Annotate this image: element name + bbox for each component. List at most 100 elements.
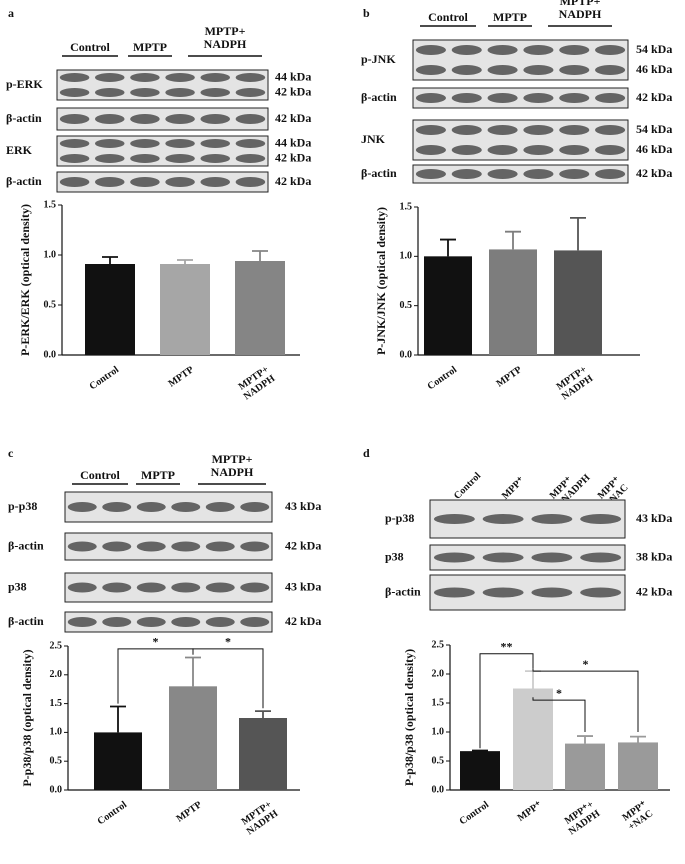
band (523, 45, 554, 55)
band (94, 177, 125, 187)
band (67, 502, 97, 512)
error-bar (185, 656, 201, 687)
band (595, 125, 626, 135)
significance-bracket (479, 653, 534, 749)
blot-box (64, 572, 273, 603)
band (165, 177, 195, 187)
error-bar (440, 238, 456, 257)
kda-label: 38 kDa (636, 549, 672, 563)
band (102, 502, 132, 512)
kda-label: 42 kDa (636, 584, 672, 598)
band (59, 114, 90, 124)
band (235, 114, 266, 124)
y-tick-label: 1.5 (432, 697, 445, 708)
band (205, 541, 235, 552)
kda-label: 42 kDa (636, 166, 672, 180)
band (94, 139, 125, 148)
band (102, 582, 132, 593)
band (94, 114, 125, 124)
group-label: Control (70, 40, 110, 54)
bar (169, 686, 217, 790)
error-bar (505, 230, 521, 250)
x-tick-label: MPTP+NADPH (554, 364, 596, 403)
band (433, 587, 475, 598)
band (240, 502, 270, 512)
band (94, 154, 125, 163)
y-tick-label: 1.0 (50, 727, 63, 738)
x-tick-label: Control (426, 364, 460, 392)
kda-label: 54 kDa (636, 42, 672, 56)
y-tick-label: 1.5 (44, 199, 57, 210)
band (130, 139, 160, 148)
blot-box (56, 107, 269, 131)
band (205, 582, 235, 593)
y-tick-label: 1.0 (400, 251, 413, 262)
band (487, 65, 518, 75)
significance-bracket (532, 697, 586, 732)
row-label: p-ERK (6, 77, 43, 91)
band (415, 125, 446, 135)
band (559, 125, 590, 135)
y-tick-label: 1.0 (44, 249, 57, 260)
group-label: MPTP+ NADPH (204, 24, 247, 51)
band (487, 45, 518, 55)
x-tick-label: MPP⁺ (516, 799, 544, 823)
error-bar (630, 735, 646, 743)
kda-label: 54 kDa (636, 122, 672, 136)
blot-box (412, 39, 629, 81)
kda-label: 43 kDa (636, 511, 672, 525)
kda-label: 42 kDa (285, 614, 321, 628)
error-bar (252, 250, 268, 261)
band (94, 88, 125, 97)
band (200, 177, 231, 187)
error-bar (255, 710, 271, 718)
panel-letter: b (363, 6, 370, 20)
group-label: Control (452, 470, 483, 501)
blot-box (64, 532, 273, 561)
band (205, 502, 235, 512)
y-tick-label: 0.0 (50, 784, 63, 795)
band (482, 552, 524, 563)
band (451, 65, 482, 75)
band (482, 514, 524, 524)
group-label: Control (428, 10, 468, 24)
band (130, 114, 160, 124)
band (415, 45, 446, 55)
kda-label: 44 kDa (275, 135, 311, 149)
row-label: p-p38 (8, 499, 37, 513)
band (559, 169, 590, 179)
band (595, 45, 626, 55)
group-label: MPTP+ NADPH (559, 0, 602, 21)
y-tick-label: 2.5 (432, 639, 445, 650)
bar (565, 743, 605, 790)
row-label: ERK (6, 143, 33, 157)
blot-box (64, 491, 273, 523)
kda-label: 44 kDa (275, 69, 311, 83)
row-label: β-actin (361, 90, 397, 104)
band (240, 541, 270, 552)
row-label: β-actin (361, 166, 397, 180)
band (200, 154, 231, 163)
band (171, 502, 201, 512)
row-label: β-actin (6, 174, 42, 188)
error-bar (110, 705, 126, 733)
row-label: p38 (8, 579, 27, 593)
band (559, 93, 590, 103)
band (451, 125, 482, 135)
error-bar (570, 216, 586, 251)
error-bar (102, 256, 118, 264)
x-tick-label: Control (458, 799, 492, 827)
band (482, 587, 524, 598)
kda-label: 42 kDa (275, 111, 311, 125)
band (136, 502, 166, 512)
significance-bracket (532, 668, 639, 732)
panel-letter: d (363, 446, 370, 460)
y-axis-label: P-p38/p38 (optical density) (20, 649, 34, 786)
band (415, 169, 446, 179)
bar (489, 249, 537, 355)
band (433, 552, 475, 563)
bar (460, 751, 500, 790)
band (595, 169, 626, 179)
band (67, 617, 97, 627)
bar (235, 261, 285, 355)
